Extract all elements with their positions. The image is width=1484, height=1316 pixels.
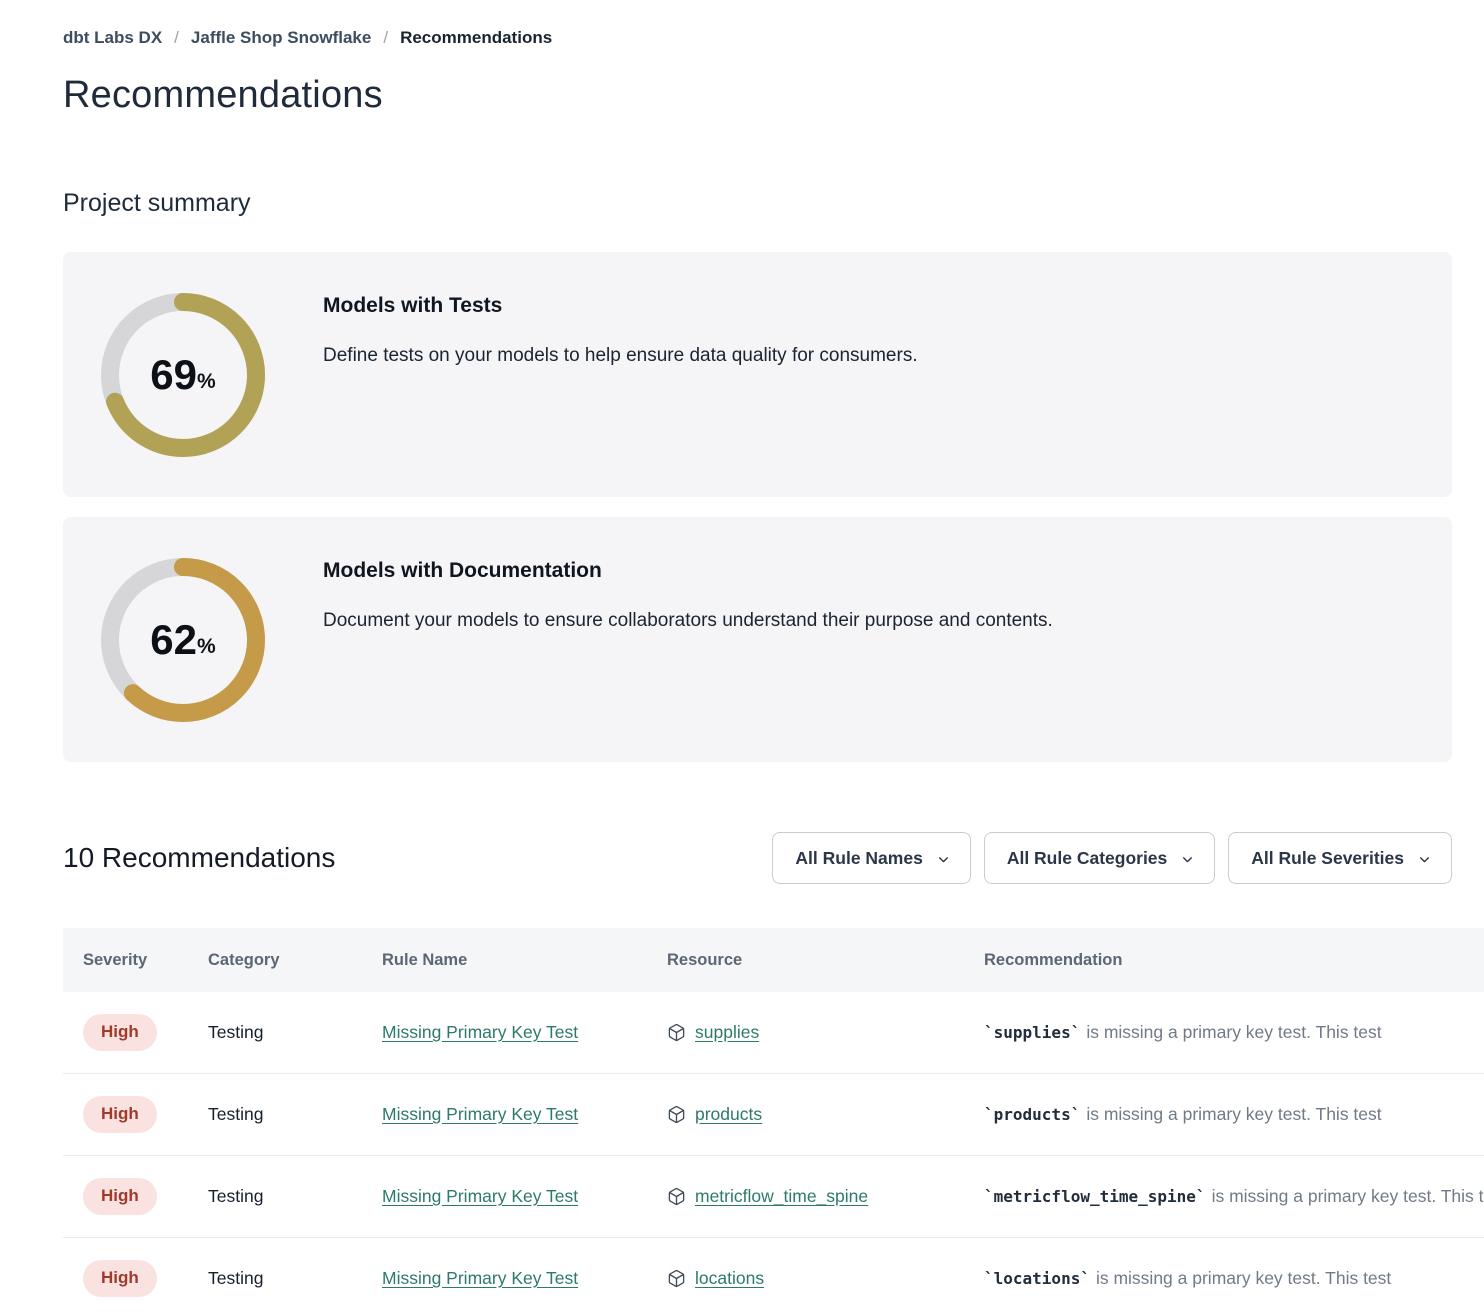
resource-code: `metricflow_time_spine`: [984, 1187, 1206, 1206]
card-description: Define tests on your models to help ensu…: [323, 345, 918, 366]
donut-chart-documentation: 62%: [100, 557, 266, 723]
column-header-resource: Resource: [667, 950, 743, 969]
card-text-block: Models with Tests Define tests on your m…: [323, 252, 918, 367]
chevron-down-icon: [937, 853, 950, 866]
percent-value: 62: [150, 615, 198, 663]
rule-name-link[interactable]: Missing Primary Key Test: [382, 1268, 579, 1288]
breadcrumb-project[interactable]: Jaffle Shop Snowflake: [190, 28, 372, 47]
model-cube-icon: [667, 1269, 686, 1288]
column-header-severity: Severity: [83, 950, 148, 969]
category-cell: Testing: [208, 1268, 264, 1288]
table-row: High Testing Missing Primary Key Test pr…: [63, 1074, 1484, 1156]
filter-label: All Rule Severities: [1251, 847, 1404, 868]
chevron-down-icon: [1418, 853, 1431, 866]
rule-severities-filter-dropdown[interactable]: All Rule Severities: [1228, 832, 1452, 884]
severity-badge: High: [83, 1178, 157, 1215]
table-row: High Testing Missing Primary Key Test su…: [63, 992, 1484, 1074]
recommendation-text: is missing a primary key test. This test: [1086, 1104, 1382, 1124]
resource-link[interactable]: locations: [695, 1268, 765, 1288]
breadcrumb: dbt Labs DX / Jaffle Shop Snowflake / Re…: [63, 0, 1484, 48]
recommendations-count-heading: 10 Recommendations: [63, 842, 336, 873]
rule-name-link[interactable]: Missing Primary Key Test: [382, 1104, 579, 1124]
card-description: Document your models to ensure collabora…: [323, 610, 1053, 631]
severity-badge: High: [83, 1096, 157, 1133]
recommendation-cell: `products` is missing a primary key test.…: [984, 1104, 1484, 1125]
card-text-block: Models with Documentation Document your …: [323, 517, 1053, 632]
breadcrumb-project-root[interactable]: dbt Labs DX: [63, 28, 163, 47]
percent-sign: %: [197, 634, 216, 658]
resource-link[interactable]: products: [695, 1104, 763, 1124]
model-cube-icon: [667, 1023, 686, 1042]
filter-group: All Rule Names All Rule Categories All R…: [772, 832, 1452, 884]
table-row: High Testing Missing Primary Key Test me…: [63, 1156, 1484, 1238]
donut-percent-label: 62%: [100, 557, 266, 723]
severity-badge: High: [83, 1014, 157, 1051]
resource-link[interactable]: metricflow_time_spine: [695, 1186, 869, 1206]
donut-percent-label: 69%: [100, 292, 266, 458]
table-header-row: Severity Category Rule Name Resource Rec…: [63, 928, 1484, 992]
recommendation-text: is missing a primary key test. This test: [1086, 1022, 1382, 1042]
model-cube-icon: [667, 1187, 686, 1206]
rule-categories-filter-dropdown[interactable]: All Rule Categories: [983, 832, 1216, 884]
filter-label: All Rule Categories: [1006, 847, 1168, 868]
recommendations-header: 10 Recommendations All Rule Names All Ru…: [63, 832, 1452, 884]
percent-value: 69: [150, 350, 198, 398]
resource-link[interactable]: supplies: [695, 1022, 760, 1042]
recommendation-cell: `supplies` is missing a primary key test.…: [984, 1022, 1484, 1043]
recommendation-cell: `locations` is missing a primary key test…: [984, 1268, 1484, 1289]
filter-label: All Rule Names: [795, 847, 923, 868]
project-summary-heading: Project summary: [63, 189, 251, 217]
severity-badge: High: [83, 1260, 157, 1297]
table-row: High Testing Missing Primary Key Test lo…: [63, 1238, 1484, 1316]
column-header-category: Category: [208, 950, 280, 969]
resource-code: `products`: [984, 1105, 1081, 1124]
column-header-recommendation: Recommendation: [984, 950, 1123, 969]
card-title: Models with Tests: [323, 294, 503, 317]
card-title: Models with Documentation: [323, 559, 602, 582]
resource-code: `supplies`: [984, 1023, 1081, 1042]
breadcrumb-current: Recommendations: [400, 28, 553, 47]
breadcrumb-separator: /: [383, 28, 389, 47]
category-cell: Testing: [208, 1186, 264, 1206]
rule-name-link[interactable]: Missing Primary Key Test: [382, 1186, 579, 1206]
recommendation-text: is missing a primary key test. This test: [1211, 1186, 1484, 1206]
recommendation-cell: `metricflow_time_spine` is missing a prim…: [984, 1186, 1484, 1207]
recommendations-table: Severity Category Rule Name Resource Rec…: [63, 928, 1484, 1316]
resource-code: `locations`: [984, 1269, 1090, 1288]
column-header-rule-name: Rule Name: [382, 950, 468, 969]
breadcrumb-separator: /: [174, 28, 179, 47]
category-cell: Testing: [208, 1104, 264, 1124]
donut-chart-tests: 69%: [100, 292, 266, 458]
percent-sign: %: [197, 369, 216, 393]
category-cell: Testing: [208, 1022, 264, 1042]
recommendations-table-wrap: Severity Category Rule Name Resource Rec…: [63, 928, 1484, 1316]
model-cube-icon: [667, 1105, 686, 1124]
chevron-down-icon: [1181, 853, 1194, 866]
recommendation-text: is missing a primary key test. This test: [1095, 1268, 1392, 1288]
rule-name-link[interactable]: Missing Primary Key Test: [382, 1022, 579, 1042]
summary-card-tests: 69% Models with Tests Define tests on yo…: [63, 252, 1452, 497]
summary-card-documentation: 62% Models with Documentation Document y…: [63, 517, 1452, 762]
page-title: Recommendations: [63, 74, 383, 116]
rule-names-filter-dropdown[interactable]: All Rule Names: [772, 832, 971, 884]
